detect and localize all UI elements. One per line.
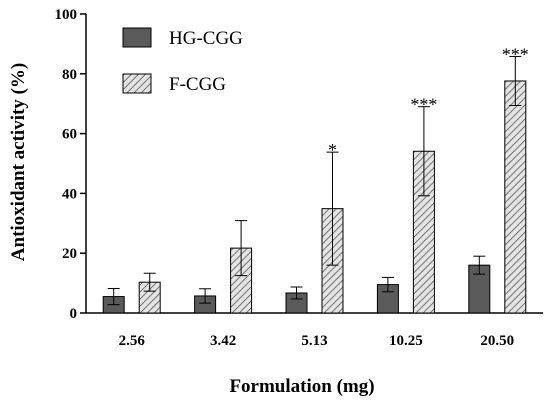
legend-swatch — [122, 73, 152, 94]
y-tick-label: 60 — [62, 127, 77, 143]
significance-label: * — [328, 140, 337, 160]
y-tick-label: 20 — [62, 246, 77, 262]
x-tick-label: 20.50 — [480, 333, 514, 349]
x-tick-label: 5.13 — [301, 333, 327, 349]
legend-label: F-CGG — [169, 74, 226, 95]
y-tick-label: 80 — [62, 67, 77, 83]
y-tick-label: 0 — [70, 306, 78, 322]
y-axis-title: Antioxidant activity (%) — [8, 63, 29, 261]
legend: HG-CGG F-CGG — [122, 27, 243, 95]
x-tick-label: 3.42 — [210, 333, 236, 349]
legend-label: HG-CGG — [169, 28, 243, 49]
significance-label: *** — [410, 95, 437, 115]
x-tick-label: 2.56 — [119, 333, 146, 349]
y-tick-label: 100 — [55, 7, 78, 23]
significance-label: *** — [502, 44, 529, 64]
x-axis-title: Formulation (mg) — [229, 376, 374, 397]
y-axis: 0 20 40 60 80 100 — [55, 7, 87, 322]
bars: ******* — [102, 44, 529, 314]
legend-swatch — [122, 27, 152, 48]
x-axis: 2.56 3.42 5.13 10.25 20.50 — [86, 312, 543, 349]
bar-f-cgg — [504, 80, 527, 314]
x-tick-label: 10.25 — [389, 333, 423, 349]
y-tick-label: 40 — [62, 186, 77, 202]
